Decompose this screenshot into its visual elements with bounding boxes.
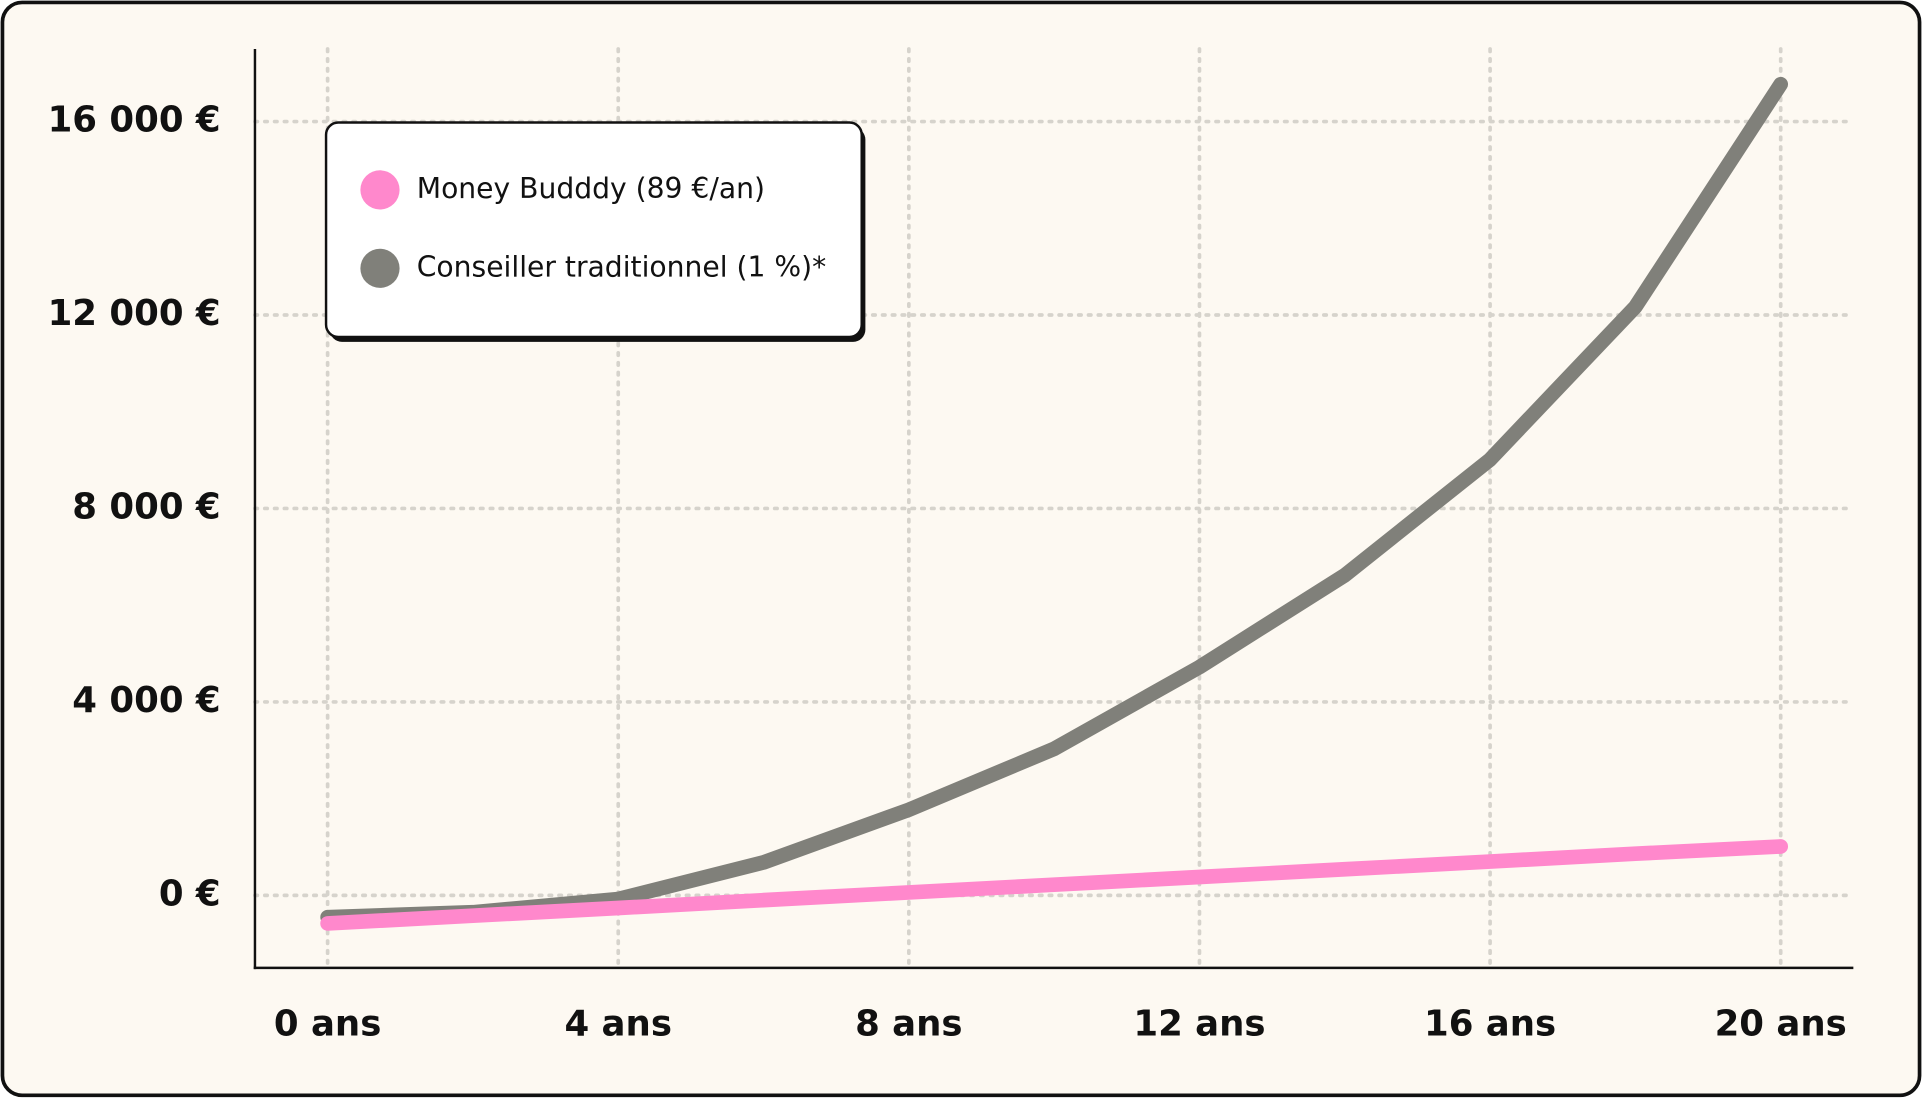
x-tick-label: 16 ans bbox=[1424, 1003, 1556, 1044]
legend: Money Budddy (89 €/an) Conseiller traditi… bbox=[324, 121, 866, 342]
y-tick-label: 4 000 € bbox=[72, 680, 220, 721]
y-tick-label: 0 € bbox=[159, 873, 221, 914]
legend-label: Conseiller traditionnel (1 %)* bbox=[417, 250, 826, 283]
y-tick-label: 8 000 € bbox=[72, 486, 220, 527]
x-tick-label: 8 ans bbox=[855, 1003, 962, 1044]
legend-label: Money Budddy (89 €/an) bbox=[417, 172, 765, 205]
x-tick-label: 4 ans bbox=[564, 1003, 671, 1044]
x-tick-label: 0 ans bbox=[274, 1003, 381, 1044]
legend-box bbox=[324, 121, 863, 339]
y-tick-label: 12 000 € bbox=[48, 293, 221, 334]
axes: 0 € 4 000 € 8 000 € 12 000 € 16 000 € 0 ans 4 … bbox=[48, 49, 1854, 1044]
series-line bbox=[320, 839, 1789, 931]
legend-swatch bbox=[360, 170, 400, 210]
lines bbox=[320, 76, 1789, 931]
x-tick-label: 20 ans bbox=[1715, 1003, 1847, 1044]
legend-swatch bbox=[360, 248, 400, 288]
x-tick-label: 12 ans bbox=[1133, 1003, 1265, 1044]
y-tick-label: 16 000 € bbox=[48, 100, 221, 141]
